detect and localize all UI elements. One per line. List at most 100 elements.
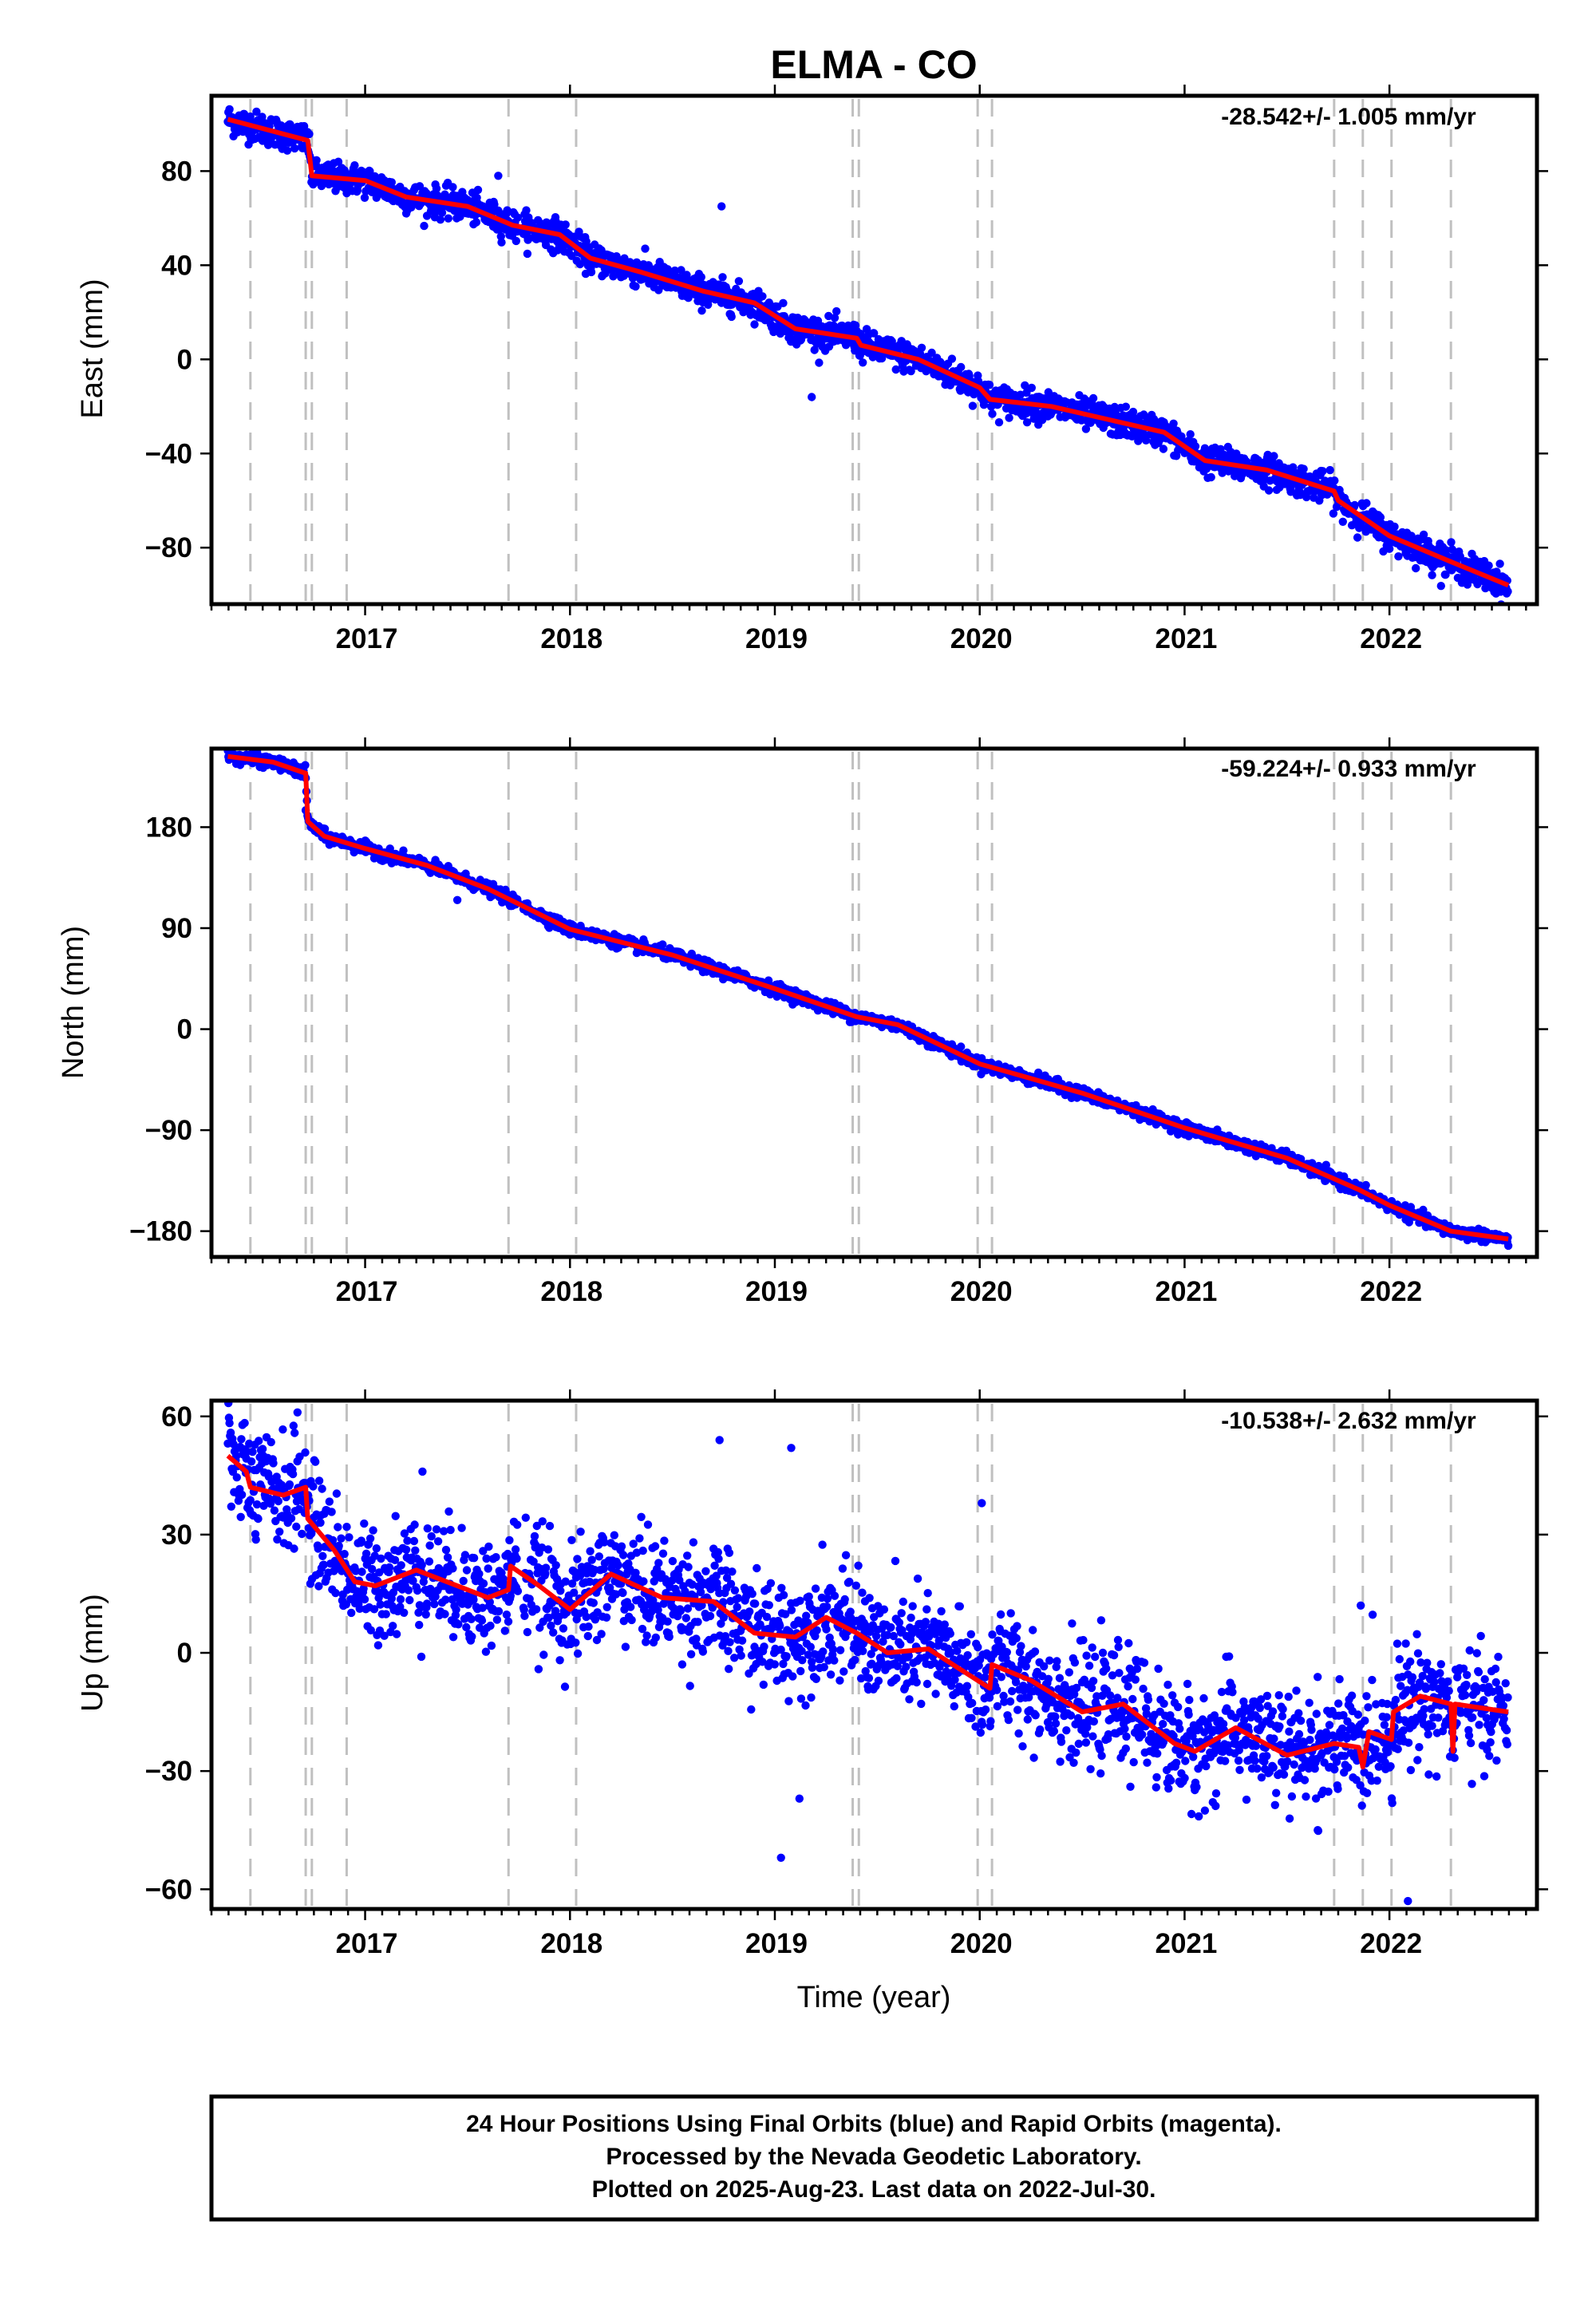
east-data-point bbox=[328, 165, 337, 174]
east-data-point bbox=[1318, 467, 1327, 476]
east-data-point bbox=[1495, 559, 1504, 568]
east-x-tick-label: 2019 bbox=[745, 623, 808, 654]
east-data-point bbox=[360, 193, 369, 202]
north-rate-label: -59.224+/- 0.933 mm/yr bbox=[1221, 756, 1476, 782]
north-outlier-point bbox=[452, 895, 462, 905]
east-data-point bbox=[1027, 383, 1037, 393]
up-data-point bbox=[266, 1499, 275, 1508]
east-y-tick-label: −80 bbox=[145, 532, 192, 563]
east-data-point bbox=[1191, 442, 1200, 451]
east-data-point bbox=[246, 112, 255, 121]
east-data-point bbox=[513, 213, 523, 222]
north-data-point bbox=[957, 1042, 966, 1051]
north-data-point bbox=[1419, 1205, 1428, 1215]
up-data-point bbox=[237, 1435, 246, 1444]
up-data-point bbox=[301, 1448, 310, 1457]
north-plot-frame bbox=[209, 746, 1539, 1259]
figure-title: ELMA - CO bbox=[770, 42, 977, 87]
north-y-tick-label: −90 bbox=[145, 1115, 192, 1146]
east-y-axis-title: East (mm) bbox=[76, 279, 109, 418]
north-y-tick-label: 90 bbox=[161, 913, 192, 944]
east-data-point bbox=[734, 277, 744, 286]
north-y-tick-label: −180 bbox=[129, 1216, 192, 1247]
up-data-point bbox=[314, 1544, 322, 1553]
east-data-point bbox=[862, 325, 871, 334]
east-data-point bbox=[1081, 425, 1091, 433]
up-data-point bbox=[246, 1496, 255, 1505]
north-data-point bbox=[764, 976, 773, 985]
up-data-point bbox=[231, 1452, 241, 1460]
east-data-point bbox=[947, 354, 957, 363]
east-data-point bbox=[1441, 570, 1450, 579]
east-x-axis: 2017 2018 2019 2020 2021 2022 bbox=[210, 85, 1527, 654]
north-x-axis: 2017 2018 2019 2020 2021 2022 bbox=[210, 737, 1527, 1307]
east-data-point bbox=[1385, 544, 1394, 553]
north-y-axis-title: North (mm) bbox=[57, 926, 90, 1079]
up-data-point bbox=[316, 1518, 325, 1528]
up-data-point bbox=[273, 1535, 282, 1544]
east-data-point bbox=[282, 146, 292, 155]
north-data-point bbox=[1321, 1160, 1331, 1169]
east-data-point bbox=[697, 273, 705, 282]
east-data-point bbox=[1330, 476, 1339, 485]
east-data-point bbox=[907, 366, 915, 376]
east-data-point bbox=[1436, 582, 1446, 591]
up-data-point bbox=[288, 1469, 298, 1479]
east-data-point bbox=[1088, 393, 1098, 403]
east-data-point bbox=[1077, 416, 1086, 425]
east-data-point bbox=[1141, 436, 1151, 445]
north-data-point bbox=[301, 761, 310, 769]
east-data-point bbox=[407, 203, 416, 211]
north-data-point bbox=[1034, 1068, 1043, 1077]
up-y-axis-title: Up (mm) bbox=[76, 1594, 109, 1712]
east-data-point bbox=[252, 107, 261, 117]
east-data-point bbox=[472, 218, 481, 227]
east-data-point bbox=[1202, 464, 1211, 473]
east-data-point bbox=[1353, 533, 1362, 542]
up-data-point bbox=[289, 1421, 298, 1430]
east-data-point bbox=[684, 294, 693, 302]
east-rate-label: -28.542+/- 1.005 mm/yr bbox=[1221, 104, 1476, 130]
up-data-point bbox=[269, 1459, 278, 1468]
north-gap-lines bbox=[249, 752, 1452, 1254]
up-data-point bbox=[225, 1419, 234, 1428]
up-data-point bbox=[259, 1501, 268, 1511]
north-x-tick-label: 2021 bbox=[1155, 1276, 1217, 1307]
east-data-point bbox=[1169, 419, 1178, 428]
east-data-point bbox=[727, 312, 736, 322]
east-data-point bbox=[1021, 381, 1029, 390]
east-x-tick-label: 2022 bbox=[1360, 623, 1422, 654]
up-data-point bbox=[290, 1544, 298, 1553]
east-data-point bbox=[1376, 513, 1385, 522]
east-outlier-point bbox=[717, 202, 726, 211]
north-model-line bbox=[227, 753, 1509, 1242]
east-model-line bbox=[227, 117, 1510, 588]
up-data-point bbox=[267, 1477, 276, 1486]
north-data-point bbox=[658, 940, 667, 949]
east-data-point bbox=[497, 238, 506, 247]
east-data-point bbox=[561, 220, 570, 229]
up-data-point bbox=[318, 1484, 326, 1493]
east-data-point bbox=[626, 258, 634, 267]
north-x-tick-label: 2022 bbox=[1360, 1276, 1422, 1307]
east-data-point bbox=[779, 298, 788, 307]
north-x-tick-label: 2019 bbox=[745, 1276, 808, 1307]
up-data-point bbox=[277, 1480, 286, 1490]
east-data-point bbox=[1207, 472, 1215, 482]
east-data-point bbox=[1419, 530, 1428, 539]
east-data-point bbox=[1407, 532, 1416, 540]
east-data-point bbox=[1121, 402, 1131, 411]
up-data-point bbox=[267, 1437, 275, 1447]
east-data-point bbox=[512, 236, 520, 246]
east-data-point bbox=[917, 343, 926, 352]
up-data-point bbox=[279, 1425, 287, 1434]
east-data-point bbox=[758, 292, 767, 301]
east-data-point bbox=[312, 156, 321, 164]
north-outlier-point bbox=[1503, 1241, 1513, 1251]
up-position-points bbox=[223, 1401, 1512, 1906]
east-outlier-point bbox=[808, 393, 816, 401]
up-data-point bbox=[255, 1437, 263, 1445]
east-data-point bbox=[631, 282, 640, 291]
up-data-point bbox=[247, 1457, 256, 1466]
up-gap-lines bbox=[249, 1404, 1452, 1906]
